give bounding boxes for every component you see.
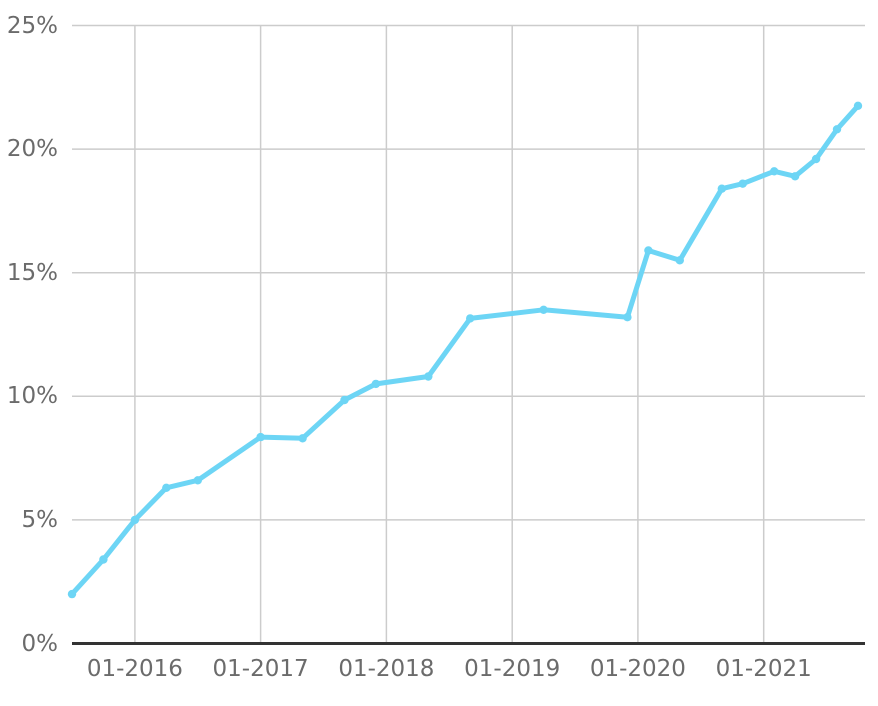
data-point: [717, 184, 726, 193]
data-point: [853, 101, 863, 111]
data-point: [811, 154, 821, 164]
data-point: [623, 313, 632, 322]
data-point: [644, 246, 653, 255]
data-point: [466, 314, 475, 323]
x-axis-tick-label: 01-2016: [86, 655, 183, 682]
y-axis-tick-label: 25%: [6, 12, 58, 39]
data-point: [193, 476, 202, 485]
data-point: [675, 256, 684, 265]
x-axis-tick-label: 01-2020: [589, 655, 686, 682]
data-point: [162, 483, 171, 492]
vertical-gridlines: [134, 25, 765, 644]
data-point: [340, 395, 349, 405]
data-point: [539, 305, 548, 314]
horizontal-gridlines: [72, 24, 865, 521]
data-point: [424, 372, 433, 381]
data-point: [99, 555, 108, 564]
x-axis-tick-label: 01-2021: [715, 655, 812, 682]
data-point: [790, 172, 800, 181]
data-point: [371, 379, 381, 389]
series-markers-share: [67, 101, 863, 599]
data-point: [130, 515, 140, 525]
x-axis-tick-label: 01-2019: [464, 655, 561, 682]
data-point: [832, 125, 842, 134]
data-point: [67, 589, 77, 599]
y-axis-tick-label: 10%: [6, 383, 58, 410]
y-axis-tick-label: 20%: [6, 136, 58, 163]
data-point: [770, 167, 779, 176]
data-point: [298, 434, 307, 443]
y-axis-tick-label: 5%: [21, 506, 59, 533]
y-axis-tick-label: 15%: [6, 259, 58, 286]
series-line-share: [69, 103, 861, 597]
x-axis-tick-label: 01-2018: [338, 655, 435, 682]
y-axis-tick-label: 0%: [21, 630, 59, 657]
data-point: [256, 432, 265, 442]
x-axis-tick-label: 01-2017: [212, 655, 309, 682]
data-point: [738, 179, 747, 188]
